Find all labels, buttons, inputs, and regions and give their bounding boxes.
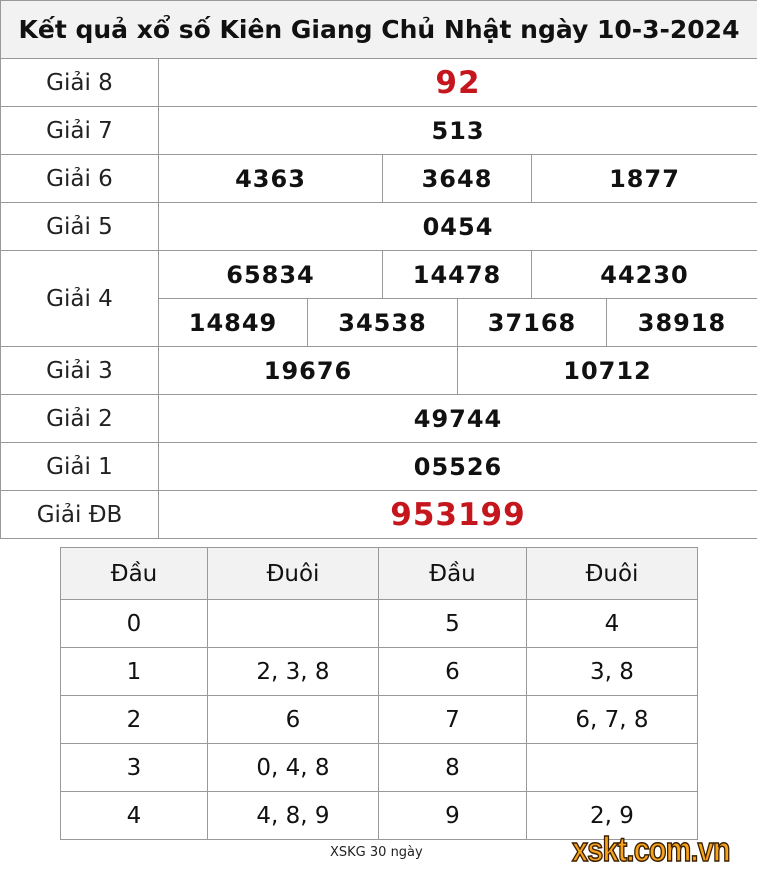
prize-number: 38918 <box>607 299 757 347</box>
duoi-cell: 2, 3, 8 <box>208 648 379 696</box>
header-dau: Đầu <box>379 548 527 600</box>
dau-cell: 8 <box>379 744 527 792</box>
duoi-cell: 6 <box>208 696 379 744</box>
prize-number: 3648 <box>383 155 532 203</box>
prize-row-g3: Giải 3 19676 10712 <box>1 347 757 395</box>
prize-number: 0454 <box>159 203 757 251</box>
prize-label: Giải 3 <box>1 347 159 395</box>
duoi-cell: 0, 4, 8 <box>208 744 379 792</box>
header-duoi: Đuôi <box>208 548 379 600</box>
dau-cell: 6 <box>379 648 527 696</box>
dau-cell: 0 <box>61 600 208 648</box>
prize-label: Giải ĐB <box>1 491 159 539</box>
results-table: Kết quả xổ số Kiên Giang Chủ Nhật ngày 1… <box>0 0 757 539</box>
prize-number: 34538 <box>308 299 458 347</box>
prize-label: Giải 1 <box>1 443 159 491</box>
prize-number: 10712 <box>458 347 757 395</box>
prize-number: 513 <box>159 107 757 155</box>
prize-number: 19676 <box>159 347 458 395</box>
xskt-logo: xskt.com.vn <box>572 832 730 868</box>
loto-header: Đầu Đuôi Đầu Đuôi <box>61 548 698 600</box>
dau-cell: 1 <box>61 648 208 696</box>
duoi-cell: 6, 7, 8 <box>527 696 698 744</box>
prize-row-g4: Giải 4 65834 14478 44230 <box>1 251 757 299</box>
prize-label: Giải 4 <box>1 251 159 347</box>
prize-number: 1877 <box>532 155 757 203</box>
prize-number: 14478 <box>383 251 532 299</box>
xskg-30-days-link[interactable]: XSKG 30 ngày <box>330 845 423 860</box>
prize-number: 4363 <box>159 155 383 203</box>
dau-cell: 3 <box>61 744 208 792</box>
prize-row-g6: Giải 6 4363 3648 1877 <box>1 155 757 203</box>
prize-number: 65834 <box>159 251 383 299</box>
results-title: Kết quả xổ số Kiên Giang Chủ Nhật ngày 1… <box>1 1 757 59</box>
prize-number: 05526 <box>159 443 757 491</box>
prize-number: 92 <box>159 59 757 107</box>
duoi-cell: 4 <box>527 600 698 648</box>
header-duoi: Đuôi <box>527 548 698 600</box>
prize-label: Giải 5 <box>1 203 159 251</box>
dau-cell: 4 <box>61 792 208 840</box>
prize-number: 44230 <box>532 251 757 299</box>
duoi-cell <box>527 744 698 792</box>
prize-label: Giải 8 <box>1 59 159 107</box>
prize-label: Giải 6 <box>1 155 159 203</box>
header-dau: Đầu <box>61 548 208 600</box>
prize-number: 49744 <box>159 395 757 443</box>
prize-number: 37168 <box>458 299 607 347</box>
prize-label: Giải 2 <box>1 395 159 443</box>
prize-label: Giải 7 <box>1 107 159 155</box>
dau-cell: 2 <box>61 696 208 744</box>
special-prize-number: 953199 <box>159 491 757 539</box>
dau-cell: 9 <box>379 792 527 840</box>
duoi-cell: 4, 8, 9 <box>208 792 379 840</box>
dau-cell: 7 <box>379 696 527 744</box>
duoi-cell <box>208 600 379 648</box>
prize-number: 14849 <box>159 299 308 347</box>
dau-cell: 5 <box>379 600 527 648</box>
duoi-cell: 3, 8 <box>527 648 698 696</box>
